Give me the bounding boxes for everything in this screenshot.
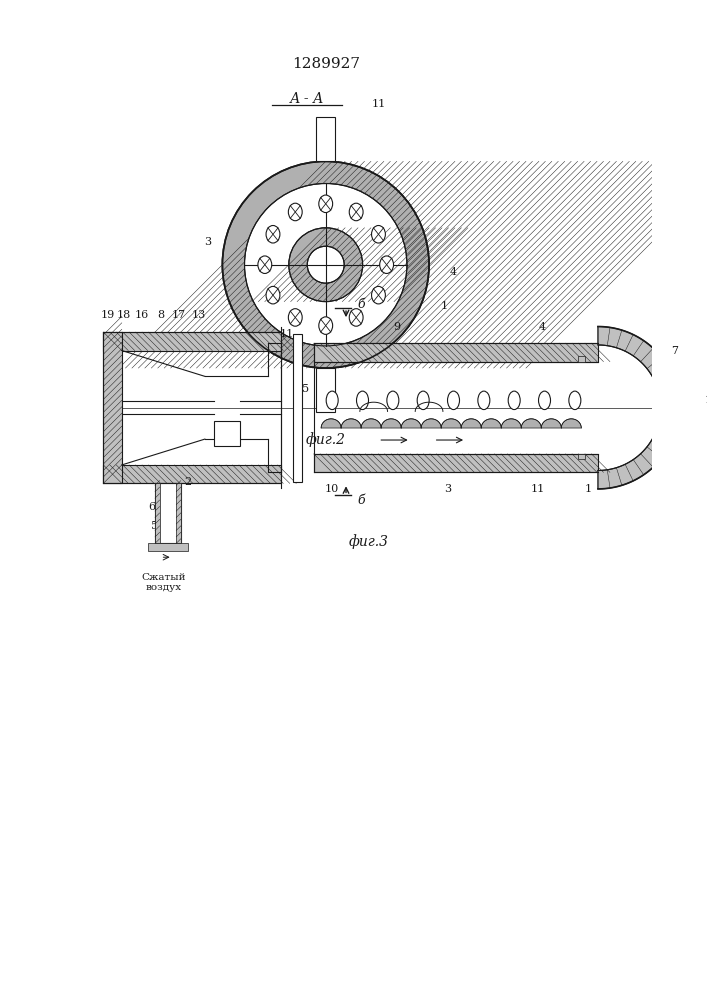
- Polygon shape: [521, 419, 542, 428]
- Ellipse shape: [319, 317, 332, 334]
- Circle shape: [245, 184, 407, 346]
- Text: 4: 4: [539, 322, 546, 332]
- Text: Сжатый
воздух: Сжатый воздух: [141, 573, 185, 592]
- Ellipse shape: [349, 203, 363, 221]
- Ellipse shape: [258, 256, 271, 273]
- Text: б: б: [357, 493, 365, 506]
- Ellipse shape: [380, 256, 394, 273]
- Text: 1: 1: [440, 301, 448, 311]
- Bar: [103, 332, 281, 351]
- Ellipse shape: [569, 391, 581, 410]
- Polygon shape: [461, 419, 481, 428]
- Bar: [578, 356, 585, 362]
- Bar: [103, 465, 281, 483]
- Polygon shape: [401, 419, 421, 428]
- Polygon shape: [421, 419, 441, 428]
- Text: 2: 2: [185, 477, 192, 487]
- Polygon shape: [381, 419, 401, 428]
- Text: А - А: А - А: [290, 92, 325, 106]
- Text: 3: 3: [204, 237, 211, 247]
- Text: 19: 19: [101, 310, 115, 320]
- Text: 1289927: 1289927: [292, 57, 360, 71]
- Ellipse shape: [288, 203, 302, 221]
- Bar: [176, 483, 181, 543]
- Ellipse shape: [266, 225, 280, 243]
- Bar: [293, 334, 302, 482]
- Ellipse shape: [417, 391, 429, 410]
- Ellipse shape: [387, 391, 399, 410]
- Bar: [155, 483, 181, 543]
- Text: 8: 8: [157, 310, 164, 320]
- Text: фиг.2: фиг.2: [305, 433, 346, 447]
- Polygon shape: [441, 419, 461, 428]
- Bar: [148, 543, 188, 551]
- Text: 9: 9: [232, 341, 239, 351]
- Text: 5: 5: [302, 384, 309, 394]
- Polygon shape: [361, 419, 381, 428]
- Text: 6: 6: [148, 502, 155, 512]
- Text: 13: 13: [192, 310, 206, 320]
- Polygon shape: [542, 419, 561, 428]
- Circle shape: [289, 228, 363, 302]
- Ellipse shape: [478, 391, 490, 410]
- Bar: [317, 368, 335, 412]
- Polygon shape: [481, 419, 501, 428]
- Ellipse shape: [372, 225, 385, 243]
- Text: б: б: [357, 298, 365, 311]
- Ellipse shape: [349, 309, 363, 326]
- Text: 17: 17: [172, 310, 186, 320]
- Ellipse shape: [266, 286, 280, 304]
- Bar: [155, 483, 160, 543]
- Bar: [103, 332, 122, 483]
- Text: 9: 9: [393, 322, 400, 332]
- Bar: [317, 117, 335, 161]
- Text: 4: 4: [450, 267, 457, 277]
- Ellipse shape: [372, 286, 385, 304]
- Ellipse shape: [508, 391, 520, 410]
- Circle shape: [223, 161, 429, 368]
- Bar: [314, 343, 598, 362]
- Text: 11: 11: [531, 484, 545, 494]
- Text: 10: 10: [325, 484, 339, 494]
- Polygon shape: [501, 419, 521, 428]
- Bar: [578, 454, 585, 459]
- Text: 7: 7: [671, 346, 678, 356]
- Text: 16: 16: [135, 310, 149, 320]
- Text: 11: 11: [372, 99, 386, 109]
- Bar: [214, 421, 240, 446]
- Ellipse shape: [356, 391, 368, 410]
- Ellipse shape: [448, 391, 460, 410]
- Text: 11: 11: [280, 329, 294, 339]
- Bar: [314, 454, 598, 472]
- Polygon shape: [321, 419, 341, 428]
- Text: 5: 5: [151, 521, 158, 531]
- Ellipse shape: [326, 391, 338, 410]
- Circle shape: [308, 246, 344, 283]
- Text: 18: 18: [117, 310, 131, 320]
- Polygon shape: [561, 419, 581, 428]
- Ellipse shape: [288, 309, 302, 326]
- Text: фиг.3: фиг.3: [349, 534, 389, 549]
- Text: 12: 12: [704, 395, 707, 405]
- Text: 1: 1: [585, 484, 592, 494]
- Ellipse shape: [319, 195, 332, 213]
- Ellipse shape: [539, 391, 551, 410]
- Polygon shape: [341, 419, 361, 428]
- Text: 3: 3: [444, 484, 451, 494]
- Polygon shape: [598, 327, 679, 489]
